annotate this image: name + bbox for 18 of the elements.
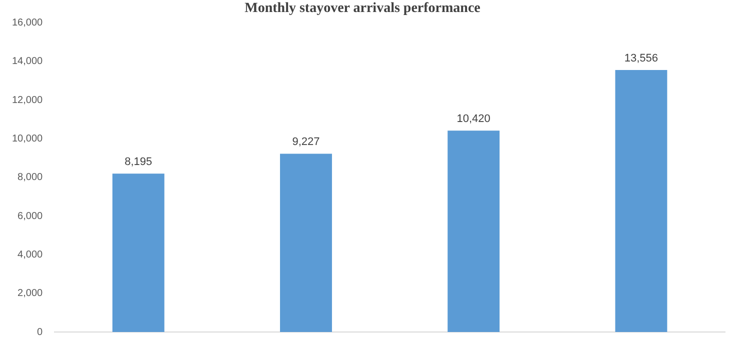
chart-title: Monthly stayover arrivals performance — [244, 1, 480, 16]
bar — [112, 174, 164, 332]
data-label: 10,420 — [456, 113, 490, 126]
y-tick-label: 2,000 — [18, 288, 44, 300]
y-tick-label: 4,000 — [18, 249, 44, 260]
y-tick-label: 12,000 — [12, 94, 44, 106]
data-label: 13,556 — [624, 52, 658, 65]
bar — [615, 70, 668, 332]
data-label: 9,227 — [292, 136, 320, 148]
y-tick-label: 10,000 — [12, 134, 44, 144]
bar — [280, 154, 332, 332]
y-tick-label: 16,000 — [12, 18, 44, 29]
data-label: 8,195 — [124, 156, 152, 168]
y-tick-label: 0 — [37, 326, 44, 338]
bar — [448, 130, 500, 332]
y-tick-label: 14,000 — [12, 56, 44, 68]
y-tick-label: 8,000 — [18, 172, 44, 184]
y-tick-label: 6,000 — [18, 210, 44, 222]
